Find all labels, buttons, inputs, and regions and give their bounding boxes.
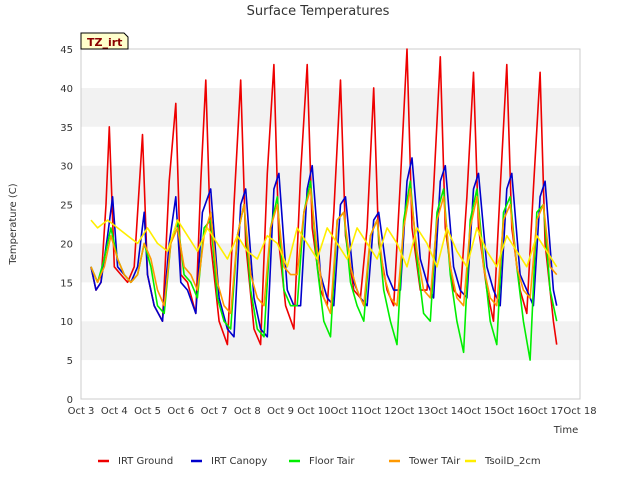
x-tick-label: Oct 13 bbox=[397, 406, 430, 417]
axis-ticks: 0 5 10 15 20 25 30 35 40 45 Oct 3 Oct 4 Oct 5 Oct 6 Oc… bbox=[60, 45, 596, 417]
x-tick-label: Oct 18 bbox=[563, 406, 596, 417]
grid-band bbox=[81, 87, 580, 127]
x-tick-label: Oct 8 bbox=[234, 406, 261, 417]
y-tick-label: 25 bbox=[60, 201, 73, 212]
x-tick-label: Oct 10 bbox=[297, 406, 330, 417]
series-line-tower-tair bbox=[90, 188, 558, 315]
legend-label-tower-tair: Tower TAir bbox=[408, 456, 461, 467]
legend-label-floor-tair: Floor Tair bbox=[309, 456, 355, 467]
y-tick-label: 45 bbox=[60, 45, 73, 56]
data-series bbox=[90, 48, 558, 361]
y-tick-label: 15 bbox=[60, 278, 73, 289]
x-tick-label: Oct 4 bbox=[101, 406, 128, 417]
y-tick-label: 5 bbox=[67, 356, 73, 367]
grid-band bbox=[81, 165, 580, 205]
x-tick-label: Oct 16 bbox=[497, 406, 530, 417]
x-tick-label: Oct 3 bbox=[68, 406, 95, 417]
x-tick-label: Oct 17 bbox=[530, 406, 563, 417]
legend-label-tsoild-2cm: TsoilD_2cm bbox=[484, 456, 541, 467]
grid-band bbox=[81, 126, 580, 166]
legend-label-irt-ground: IRT Ground bbox=[118, 456, 173, 467]
y-tick-label: 20 bbox=[60, 239, 73, 250]
x-tick-label: Oct 11 bbox=[331, 406, 364, 417]
plot-area-border bbox=[80, 48, 581, 400]
x-tick-label: Oct 15 bbox=[464, 406, 497, 417]
x-tick-label: Oct 7 bbox=[201, 406, 228, 417]
x-tick-label: Oct 12 bbox=[364, 406, 397, 417]
y-tick-label: 0 bbox=[67, 395, 73, 406]
series-line-irt-canopy bbox=[90, 157, 558, 338]
x-tick-label: Oct 9 bbox=[267, 406, 294, 417]
x-tick-label: Oct 6 bbox=[167, 406, 194, 417]
x-tick-label: Oct 14 bbox=[430, 406, 463, 417]
legend: IRT Ground IRT Canopy Floor Tair Tower TAir… bbox=[98, 456, 541, 467]
tz-irt-badge: TZ_irt bbox=[80, 32, 129, 50]
legend-label-irt-canopy: IRT Canopy bbox=[211, 456, 267, 467]
chart-title: Surface Temperatures bbox=[247, 4, 390, 19]
y-tick-label: 10 bbox=[60, 317, 73, 328]
grid-band bbox=[81, 204, 580, 244]
y-tick-label: 30 bbox=[60, 162, 73, 173]
badge-label: TZ_irt bbox=[87, 36, 122, 49]
y-tick-label: 35 bbox=[60, 123, 73, 134]
series-line-tsoild-2cm bbox=[90, 219, 558, 268]
x-axis-label: Time bbox=[553, 425, 578, 436]
grid-band bbox=[81, 360, 580, 399]
x-tick-label: Oct 5 bbox=[134, 406, 161, 417]
y-axis-label: Temperature (C) bbox=[8, 183, 19, 265]
grid-band bbox=[81, 49, 580, 88]
y-tick-label: 40 bbox=[60, 84, 73, 95]
